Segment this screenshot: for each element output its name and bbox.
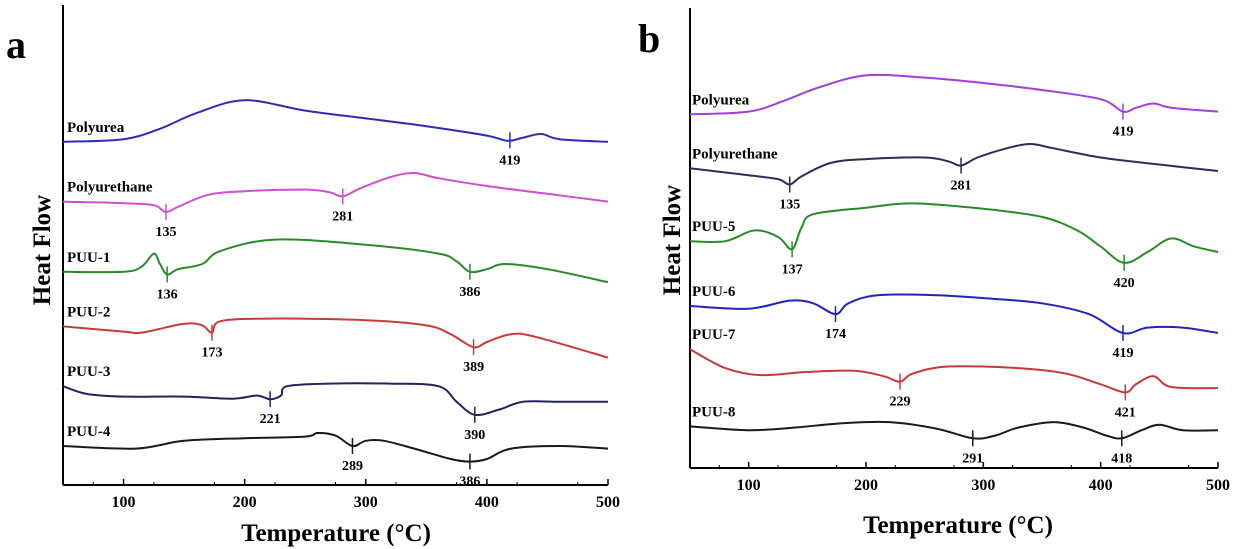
series-line <box>62 99 609 143</box>
peak-label: 389 <box>463 360 484 375</box>
series-line <box>689 420 1219 440</box>
series-name-label: PUU-3 <box>67 364 110 380</box>
peak-label: 135 <box>155 225 176 240</box>
series-line <box>62 382 608 417</box>
peak-label: 221 <box>260 412 281 427</box>
series-name-label: PUU-6 <box>692 284 736 300</box>
peak-label: 419 <box>499 153 520 168</box>
x-tick-label: 500 <box>1206 477 1230 494</box>
series-line <box>689 202 1219 264</box>
series-name-label: PUU-1 <box>67 250 110 266</box>
x-tick-label: 400 <box>1089 477 1113 494</box>
x-tick-label: 400 <box>475 494 499 511</box>
peak-label: 386 <box>459 475 480 490</box>
series-line <box>62 171 609 214</box>
x-tick-label: 500 <box>596 494 620 511</box>
series-line <box>689 142 1219 186</box>
series-line <box>689 348 1219 394</box>
peak-label: 291 <box>962 451 983 466</box>
panel-b-plot: 100 200 300 400 500 Polyurea 419 Polyurethane 13… <box>689 8 1230 494</box>
x-tick-label: 300 <box>971 477 995 494</box>
peak-label: 419 <box>1112 346 1133 361</box>
series-line <box>62 238 609 284</box>
series-name-label: Polyurea <box>692 92 750 108</box>
panel-a-plot: 100 200 300 400 500 Polyurea 419 Polyurethane 13… <box>62 5 620 511</box>
series-name-label: PUU-5 <box>692 219 735 235</box>
x-tick-label: 100 <box>112 494 136 511</box>
peak-label: 420 <box>1114 276 1135 291</box>
peak-label: 419 <box>1112 125 1133 140</box>
peak-label: 421 <box>1115 405 1136 420</box>
series-name-label: PUU-7 <box>692 327 736 343</box>
panel-a-letter: a <box>6 22 26 67</box>
series-line <box>62 317 609 359</box>
series-line <box>62 431 609 463</box>
x-tick-label: 300 <box>354 494 378 511</box>
peak-label: 386 <box>459 285 480 300</box>
peak-label: 135 <box>779 198 800 213</box>
panel-a-y-axis-label: Heat Flow <box>29 195 56 305</box>
peak-label: 281 <box>332 209 353 224</box>
peak-label: 174 <box>825 327 846 342</box>
series-name-label: Polyurea <box>67 120 125 136</box>
panel-b: b Heat Flow Temperature (°C) 100 200 300 40… <box>638 8 1230 539</box>
peak-label: 281 <box>951 179 972 194</box>
panel-a: a Heat Flow Temperature (°C) 100 200 300 40… <box>6 5 620 547</box>
panel-b-letter: b <box>638 16 660 61</box>
series-name-label: PUU-8 <box>692 404 735 420</box>
panel-a-x-axis-label: Temperature (°C) <box>241 520 431 547</box>
panel-b-x-axis-label: Temperature (°C) <box>863 512 1053 539</box>
series-line <box>689 293 1219 335</box>
peak-label: 173 <box>201 346 222 361</box>
series-name-label: Polyurethane <box>692 146 778 162</box>
x-tick-label: 200 <box>233 494 257 511</box>
series-line <box>689 73 1219 116</box>
panel-b-y-axis-label: Heat Flow <box>659 185 686 295</box>
peak-label: 229 <box>890 395 911 410</box>
series-name-label: Polyurethane <box>67 180 153 196</box>
series-name-label: PUU-2 <box>67 304 110 320</box>
peak-label: 137 <box>782 262 803 277</box>
peak-label: 289 <box>342 459 363 474</box>
peak-label: 390 <box>464 428 485 443</box>
x-tick-label: 100 <box>737 477 761 494</box>
x-tick-label: 200 <box>854 477 878 494</box>
peak-label: 418 <box>1111 451 1132 466</box>
peak-label: 136 <box>157 287 178 302</box>
series-name-label: PUU-4 <box>67 424 111 440</box>
